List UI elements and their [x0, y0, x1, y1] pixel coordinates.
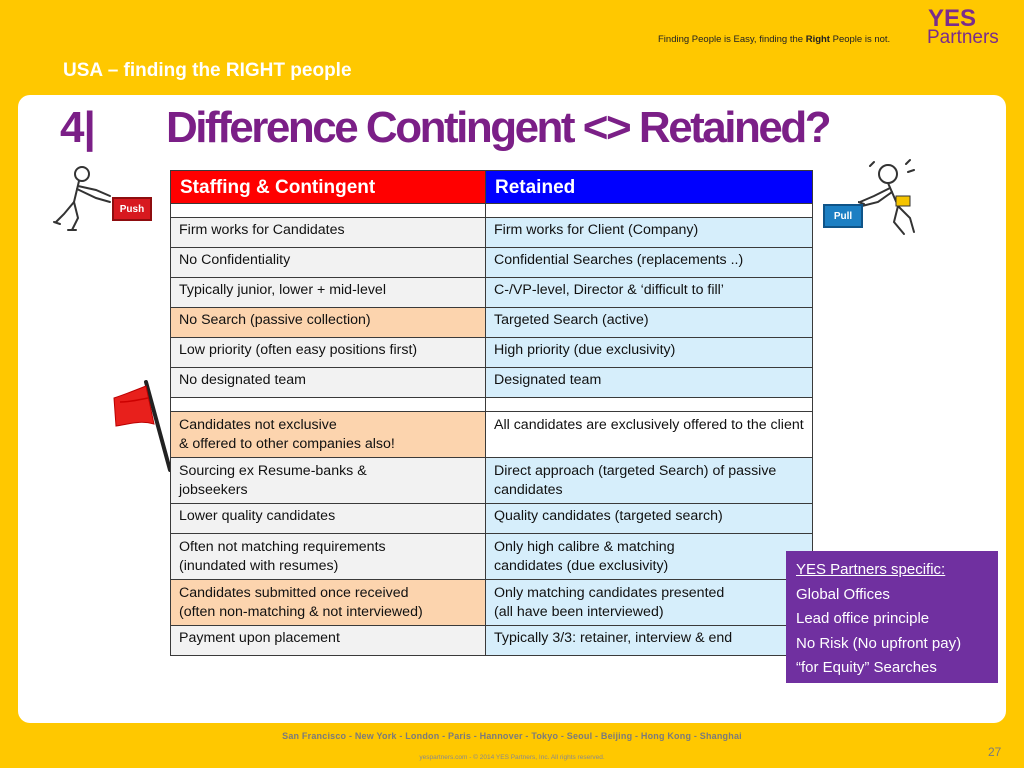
tagline: Finding People is Easy, finding the Righ… — [658, 34, 890, 45]
table-cell: High priority (due exclusivity) — [485, 337, 813, 368]
tagline-suffix: People is not. — [829, 34, 891, 45]
table-cell: Sourcing ex Resume-banks & jobseekers — [170, 457, 486, 504]
table-cell: Low priority (often easy positions first… — [170, 337, 486, 368]
pushing-figure-icon — [53, 166, 111, 231]
table-row: Candidates submitted once received (ofte… — [170, 579, 813, 626]
table-cell — [485, 397, 813, 412]
slide-title: 4| Difference Contingent <> Retained? — [60, 103, 832, 153]
pull-button[interactable]: Pull — [823, 204, 863, 228]
table-cell: C-/VP-level, Director & ‘difficult to fi… — [485, 277, 813, 308]
table-row: Payment upon placement Typically 3/3: re… — [170, 625, 813, 656]
table-row: Sourcing ex Resume-banks & jobseekers Di… — [170, 457, 813, 504]
tagline-bold: Right — [805, 34, 830, 45]
table-cell: Candidates submitted once received (ofte… — [170, 579, 486, 626]
table-header-row: Staffing & Contingent Retained — [170, 170, 813, 204]
table-spacer-row — [170, 397, 813, 412]
table-row: Low priority (often easy positions first… — [170, 337, 813, 368]
table-cell: Designated team — [485, 367, 813, 398]
table-cell — [170, 203, 486, 218]
callout-item: “for Equity” Searches — [796, 659, 937, 676]
callout-item: Global Offices — [796, 585, 890, 603]
table-cell: Typically junior, lower + mid-level — [170, 277, 486, 308]
yes-partners-logo: YES Partners — [922, 5, 1006, 49]
table-cell: Quality candidates (targeted search) — [485, 503, 813, 534]
table-cell — [485, 203, 813, 218]
table-row: Often not matching requirements (inundat… — [170, 533, 813, 580]
callout-item: No Risk (No upfront pay) — [796, 634, 962, 652]
table-cell: Direct approach (targeted Search) of pas… — [485, 457, 813, 504]
table-cell: Targeted Search (active) — [485, 307, 813, 338]
table-row: Typically junior, lower + mid-level C-/V… — [170, 277, 813, 308]
table-row: Firm works for Candidates Firm works for… — [170, 217, 813, 248]
yes-partners-callout: YES Partners specific: Global Offices Le… — [786, 551, 998, 683]
table-cell: No Confidentiality — [170, 247, 486, 278]
slide-title-text: Difference Contingent <> Retained? — [166, 103, 832, 152]
footer-office-cities: San Francisco - New York - London - Pari… — [282, 731, 742, 741]
table-cell: Only high calibre & matching candidates … — [485, 533, 813, 580]
table-spacer-row — [170, 203, 813, 218]
table-cell: All candidates are exclusively offered t… — [485, 411, 813, 458]
table-cell: Only matching candidates presented (all … — [485, 579, 813, 626]
table-row: No Search (passive collection) Targeted … — [170, 307, 813, 338]
table-cell — [170, 397, 486, 412]
table-cell: Firm works for Candidates — [170, 217, 486, 248]
slide-number-label: 4| — [60, 103, 96, 152]
table-cell: No Search (passive collection) — [170, 307, 486, 338]
table-cell: Payment upon placement — [170, 625, 486, 656]
tagline-prefix: Finding People is Easy, finding the — [658, 34, 806, 45]
table-cell: Typically 3/3: retainer, interview & end — [485, 625, 813, 656]
table-row: Candidates not exclusive & offered to ot… — [170, 411, 813, 458]
section-title: USA – finding the RIGHT people — [63, 60, 352, 81]
header-retained: Retained — [485, 170, 813, 204]
table-row: Lower quality candidates Quality candida… — [170, 503, 813, 534]
page-number: 27 — [988, 745, 1002, 759]
table-cell: Candidates not exclusive & offered to ot… — [170, 411, 486, 458]
push-button[interactable]: Push — [112, 197, 152, 221]
table-cell: Confidential Searches (replacements ..) — [485, 247, 813, 278]
table-row: No designated team Designated team — [170, 367, 813, 398]
logo-yes: YES — [928, 5, 977, 32]
footer-copyright: yespartners.com - © 2014 YES Partners, I… — [419, 754, 605, 761]
pulling-figure-icon — [858, 159, 915, 235]
table-cell: Lower quality candidates — [170, 503, 486, 534]
callout-item: Lead office principle — [796, 610, 930, 627]
comparison-table: Staffing & Contingent Retained Firm work… — [170, 170, 813, 656]
table-row: No Confidentiality Confidential Searches… — [170, 247, 813, 278]
red-flag-icon — [113, 380, 172, 472]
callout-title: YES Partners specific: — [796, 561, 946, 578]
logo-partners: Partners — [927, 27, 999, 48]
table-cell: Firm works for Client (Company) — [485, 217, 813, 248]
header-staffing-contingent: Staffing & Contingent — [170, 170, 486, 204]
table-cell: Often not matching requirements (inundat… — [170, 533, 486, 580]
table-cell: No designated team — [170, 367, 486, 398]
